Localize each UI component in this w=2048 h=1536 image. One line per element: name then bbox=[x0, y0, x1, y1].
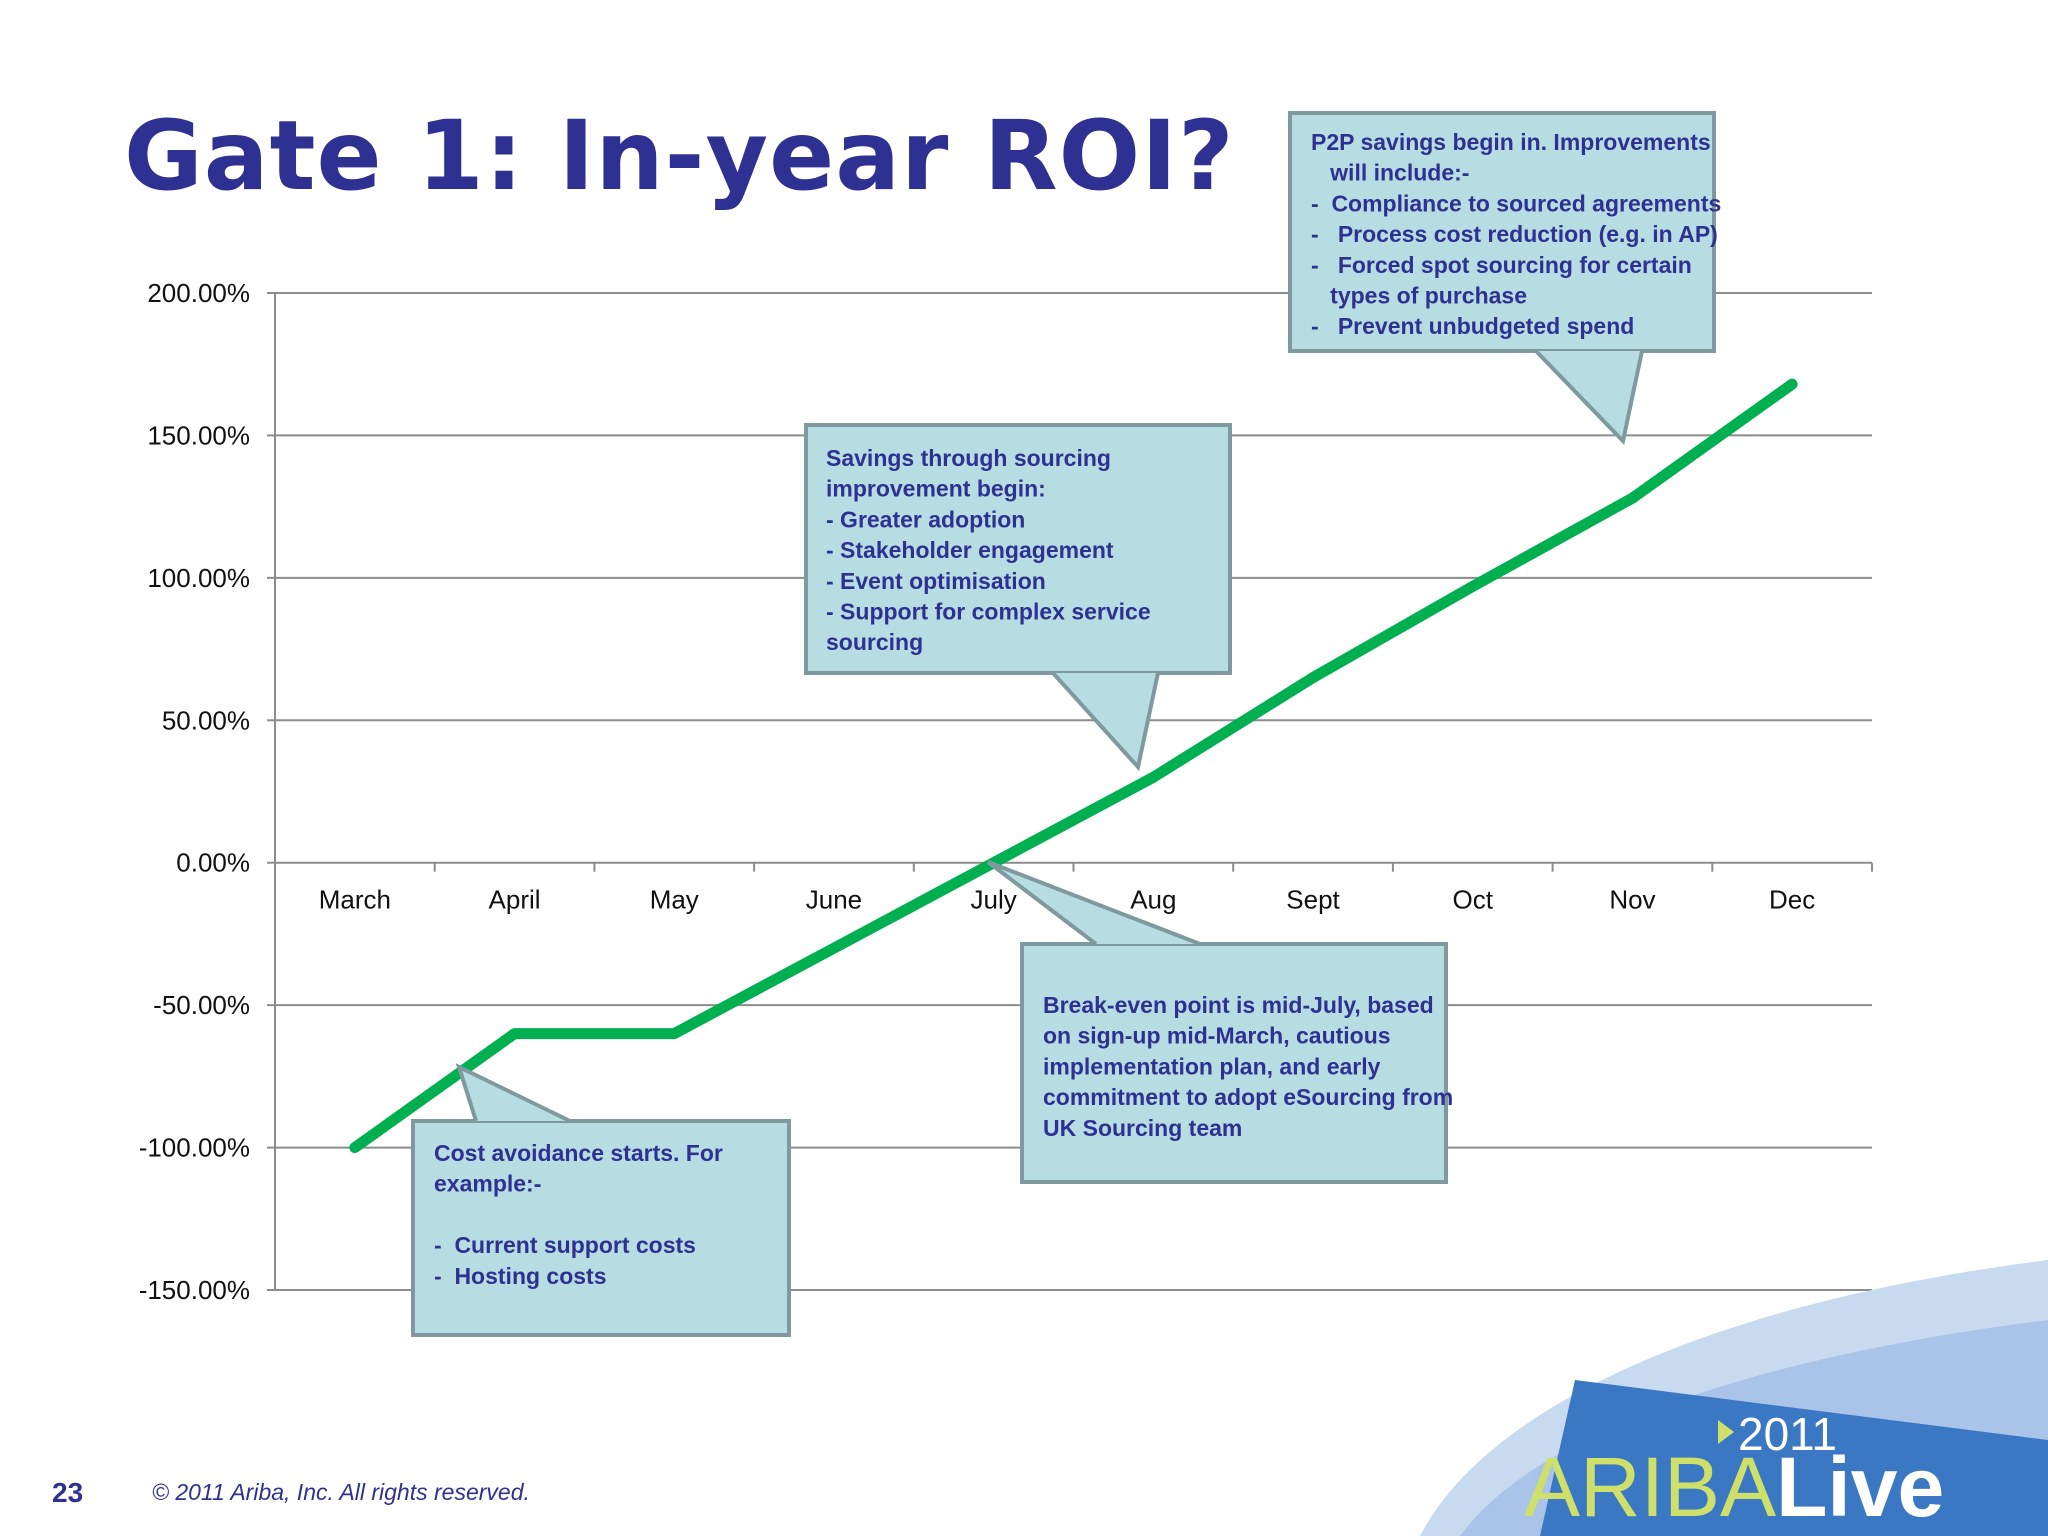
callout-line: types of purchase bbox=[1311, 283, 1527, 309]
callout-line: improvement begin: bbox=[826, 476, 1046, 502]
callout-tail-border bbox=[1534, 349, 1644, 446]
slide-title: Gate 1: In-year ROI? bbox=[124, 100, 1235, 212]
callout-line: Savings through sourcing bbox=[826, 445, 1111, 471]
callout-tail-fill bbox=[1536, 351, 1642, 441]
ariba-live-logo: 2011 ARIBALive bbox=[1420, 1260, 2048, 1536]
x-tick-label: June bbox=[806, 885, 862, 915]
logo-year: 2011 bbox=[1738, 1408, 1837, 1460]
x-tick-label: Sept bbox=[1286, 885, 1340, 915]
x-tick-label: Oct bbox=[1453, 885, 1494, 915]
callout-line: - Support for complex service bbox=[826, 599, 1151, 625]
data-point bbox=[510, 1029, 519, 1038]
y-tick-label: 0.00% bbox=[176, 848, 250, 878]
series-line-roi bbox=[349, 378, 1798, 1154]
callout-line: on sign-up mid-March, cautious bbox=[1043, 1023, 1391, 1049]
x-tick-label: March bbox=[319, 885, 391, 915]
logo-arrow-icon bbox=[1718, 1420, 1734, 1444]
callout-breakeven bbox=[1020, 942, 1448, 1184]
data-point bbox=[1468, 582, 1477, 591]
callout-tail-border bbox=[986, 860, 1201, 946]
callout-line: will include:- bbox=[1311, 160, 1469, 186]
x-tick-label: April bbox=[489, 885, 541, 915]
data-point bbox=[829, 944, 838, 953]
callout-sourcing bbox=[804, 423, 1232, 675]
y-tick-label: 100.00% bbox=[147, 563, 250, 593]
callout-line: Break-even point is mid-July, based bbox=[1043, 992, 1434, 1018]
y-tick-label: -50.00% bbox=[153, 990, 250, 1020]
callout-line: - Prevent unbudgeted spend bbox=[1311, 313, 1634, 339]
callout-line: - Forced spot sourcing for certain bbox=[1311, 252, 1692, 278]
y-tick-label: 200.00% bbox=[147, 278, 250, 308]
callout-p2p bbox=[1288, 111, 1716, 353]
callout-line: example:- bbox=[434, 1171, 541, 1197]
data-point bbox=[350, 1143, 359, 1152]
callout-line: sourcing bbox=[826, 629, 923, 655]
data-point bbox=[1309, 673, 1318, 682]
callout-tail-fill bbox=[1053, 673, 1158, 767]
callout-line: - Stakeholder engagement bbox=[826, 537, 1114, 563]
callout-line: - Event optimisation bbox=[826, 568, 1046, 594]
data-point bbox=[1149, 773, 1158, 782]
callout-line: P2P savings begin in. Improvements bbox=[1311, 129, 1711, 155]
callout-line: Cost avoidance starts. For bbox=[434, 1140, 723, 1166]
page-number: 23 bbox=[52, 1477, 84, 1508]
y-tick-label: -100.00% bbox=[139, 1133, 250, 1163]
callout-tail-border bbox=[455, 1063, 571, 1123]
y-tick-label: 150.00% bbox=[147, 420, 250, 450]
x-tick-label: July bbox=[971, 885, 1017, 915]
x-tick-label: Aug bbox=[1130, 885, 1176, 915]
x-tick-label: Dec bbox=[1769, 885, 1815, 915]
callout-tail-border bbox=[1051, 671, 1160, 772]
x-tick-label: May bbox=[650, 885, 699, 915]
callout-line: - Hosting costs bbox=[434, 1263, 607, 1289]
callout-line: - Current support costs bbox=[434, 1232, 696, 1258]
callout-line: commitment to adopt eSourcing from bbox=[1043, 1084, 1453, 1110]
callout-line: - Process cost reduction (e.g. in AP) bbox=[1311, 221, 1718, 247]
data-point bbox=[670, 1029, 679, 1038]
callout-line: implementation plan, and early bbox=[1043, 1053, 1381, 1079]
callout-line: UK Sourcing team bbox=[1043, 1115, 1242, 1141]
copyright-notice: © 2011 Ariba, Inc. All rights reserved. bbox=[152, 1479, 530, 1505]
y-tick-label: -150.00% bbox=[139, 1275, 250, 1305]
data-point bbox=[1788, 380, 1797, 389]
data-point bbox=[1628, 494, 1637, 503]
callout-line: - Greater adoption bbox=[826, 506, 1025, 532]
callout-line: - Compliance to sourced agreements bbox=[1311, 190, 1721, 216]
y-tick-label: 50.00% bbox=[162, 705, 250, 735]
logo-brand: ARIBALive bbox=[1524, 1440, 1944, 1534]
callout-costavoid bbox=[411, 1119, 791, 1337]
x-tick-label: Nov bbox=[1609, 885, 1655, 915]
